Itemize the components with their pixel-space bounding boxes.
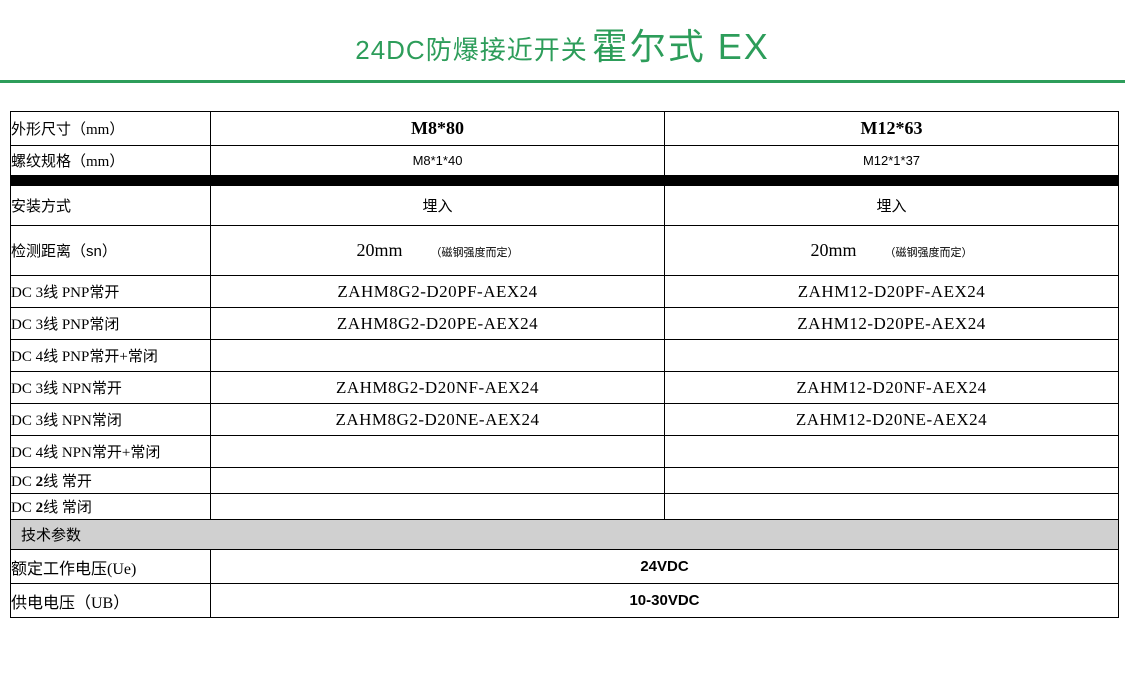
model-4-col1: ZAHM8G2-D20NE-AEX24 bbox=[211, 404, 665, 436]
model-2-col2 bbox=[665, 340, 1119, 372]
model-label-5: DC 4线 NPN常开+常闭 bbox=[11, 436, 211, 468]
model-1-col2: ZAHM12-D20PE-AEX24 bbox=[665, 308, 1119, 340]
row-model-1: DC 3线 PNP常闭 ZAHM8G2-D20PE-AEX24 ZAHM12-D… bbox=[11, 308, 1119, 340]
model-label-3: DC 3线 NPN常开 bbox=[11, 372, 211, 404]
label-2wire-1: DC 2线 常闭 bbox=[11, 494, 211, 520]
row-model-3: DC 3线 NPN常开 ZAHM8G2-D20NF-AEX24 ZAHM12-D… bbox=[11, 372, 1119, 404]
label-mounting: 安装方式 bbox=[11, 186, 211, 226]
model-label-1: DC 3线 PNP常闭 bbox=[11, 308, 211, 340]
row-model-2: DC 4线 PNP常开+常闭 bbox=[11, 340, 1119, 372]
row-mounting: 安装方式 埋入 埋入 bbox=[11, 186, 1119, 226]
spec-table: 外形尺寸（mm） M8*80 M12*63 螺纹规格（mm） M8*1*40 M… bbox=[10, 111, 1119, 618]
detection-col2: 20mm （磁钢强度而定） bbox=[665, 226, 1119, 276]
model-label-4: DC 3线 NPN常闭 bbox=[11, 404, 211, 436]
spec-label-1: 供电电压（UB） bbox=[11, 584, 211, 618]
row-2wire-1: DC 2线 常闭 bbox=[11, 494, 1119, 520]
label-thread: 螺纹规格（mm） bbox=[11, 146, 211, 176]
row-model-4: DC 3线 NPN常闭 ZAHM8G2-D20NE-AEX24 ZAHM12-D… bbox=[11, 404, 1119, 436]
spec-value-0: 24VDC bbox=[211, 550, 1119, 584]
page-title: 24DC防爆接近开关霍尔式 EX bbox=[0, 0, 1125, 80]
label-dimensions: 外形尺寸（mm） bbox=[11, 112, 211, 146]
spec-value-1: 10-30VDC bbox=[211, 584, 1119, 618]
mounting-col2: 埋入 bbox=[665, 186, 1119, 226]
dimensions-col2: M12*63 bbox=[665, 112, 1119, 146]
detection-col1-note: （磁钢强度而定） bbox=[431, 247, 519, 259]
thick-separator bbox=[11, 176, 1119, 186]
title-divider bbox=[0, 80, 1125, 83]
model-3-col2: ZAHM12-D20NF-AEX24 bbox=[665, 372, 1119, 404]
row-thread: 螺纹规格（mm） M8*1*40 M12*1*37 bbox=[11, 146, 1119, 176]
detection-col1: 20mm （磁钢强度而定） bbox=[211, 226, 665, 276]
row-spec-0: 额定工作电压(Ue) 24VDC bbox=[11, 550, 1119, 584]
model-5-col2 bbox=[665, 436, 1119, 468]
model-5-col1 bbox=[211, 436, 665, 468]
model-0-col1: ZAHM8G2-D20PF-AEX24 bbox=[211, 276, 665, 308]
detection-col2-value: 20mm bbox=[810, 240, 856, 260]
model-2-col1 bbox=[211, 340, 665, 372]
2wire-0-col1 bbox=[211, 468, 665, 494]
row-2wire-0: DC 2线 常开 bbox=[11, 468, 1119, 494]
model-label-0: DC 3线 PNP常开 bbox=[11, 276, 211, 308]
row-tech-header: 技术参数 bbox=[11, 520, 1119, 550]
row-spec-1: 供电电压（UB） 10-30VDC bbox=[11, 584, 1119, 618]
detection-col1-value: 20mm bbox=[356, 240, 402, 260]
detection-col2-note: （磁钢强度而定） bbox=[885, 247, 973, 259]
dimensions-col1: M8*80 bbox=[211, 112, 665, 146]
2wire-1-col1 bbox=[211, 494, 665, 520]
title-part1: 24DC防爆接近开关 bbox=[355, 35, 587, 65]
thread-col2: M12*1*37 bbox=[665, 146, 1119, 176]
row-detection: 检测距离（sn） 20mm （磁钢强度而定） 20mm （磁钢强度而定） bbox=[11, 226, 1119, 276]
2wire-0-col2 bbox=[665, 468, 1119, 494]
2wire-1-col2 bbox=[665, 494, 1119, 520]
model-3-col1: ZAHM8G2-D20NF-AEX24 bbox=[211, 372, 665, 404]
row-model-0: DC 3线 PNP常开 ZAHM8G2-D20PF-AEX24 ZAHM12-D… bbox=[11, 276, 1119, 308]
label-detection: 检测距离（sn） bbox=[11, 226, 211, 276]
tech-header-cell: 技术参数 bbox=[11, 520, 1119, 550]
thread-col1: M8*1*40 bbox=[211, 146, 665, 176]
title-part2: 霍尔式 EX bbox=[592, 26, 770, 67]
model-1-col1: ZAHM8G2-D20PE-AEX24 bbox=[211, 308, 665, 340]
spec-label-0: 额定工作电压(Ue) bbox=[11, 550, 211, 584]
mounting-col1: 埋入 bbox=[211, 186, 665, 226]
model-0-col2: ZAHM12-D20PF-AEX24 bbox=[665, 276, 1119, 308]
row-model-5: DC 4线 NPN常开+常闭 bbox=[11, 436, 1119, 468]
model-label-2: DC 4线 PNP常开+常闭 bbox=[11, 340, 211, 372]
row-dimensions: 外形尺寸（mm） M8*80 M12*63 bbox=[11, 112, 1119, 146]
label-2wire-0: DC 2线 常开 bbox=[11, 468, 211, 494]
model-4-col2: ZAHM12-D20NE-AEX24 bbox=[665, 404, 1119, 436]
